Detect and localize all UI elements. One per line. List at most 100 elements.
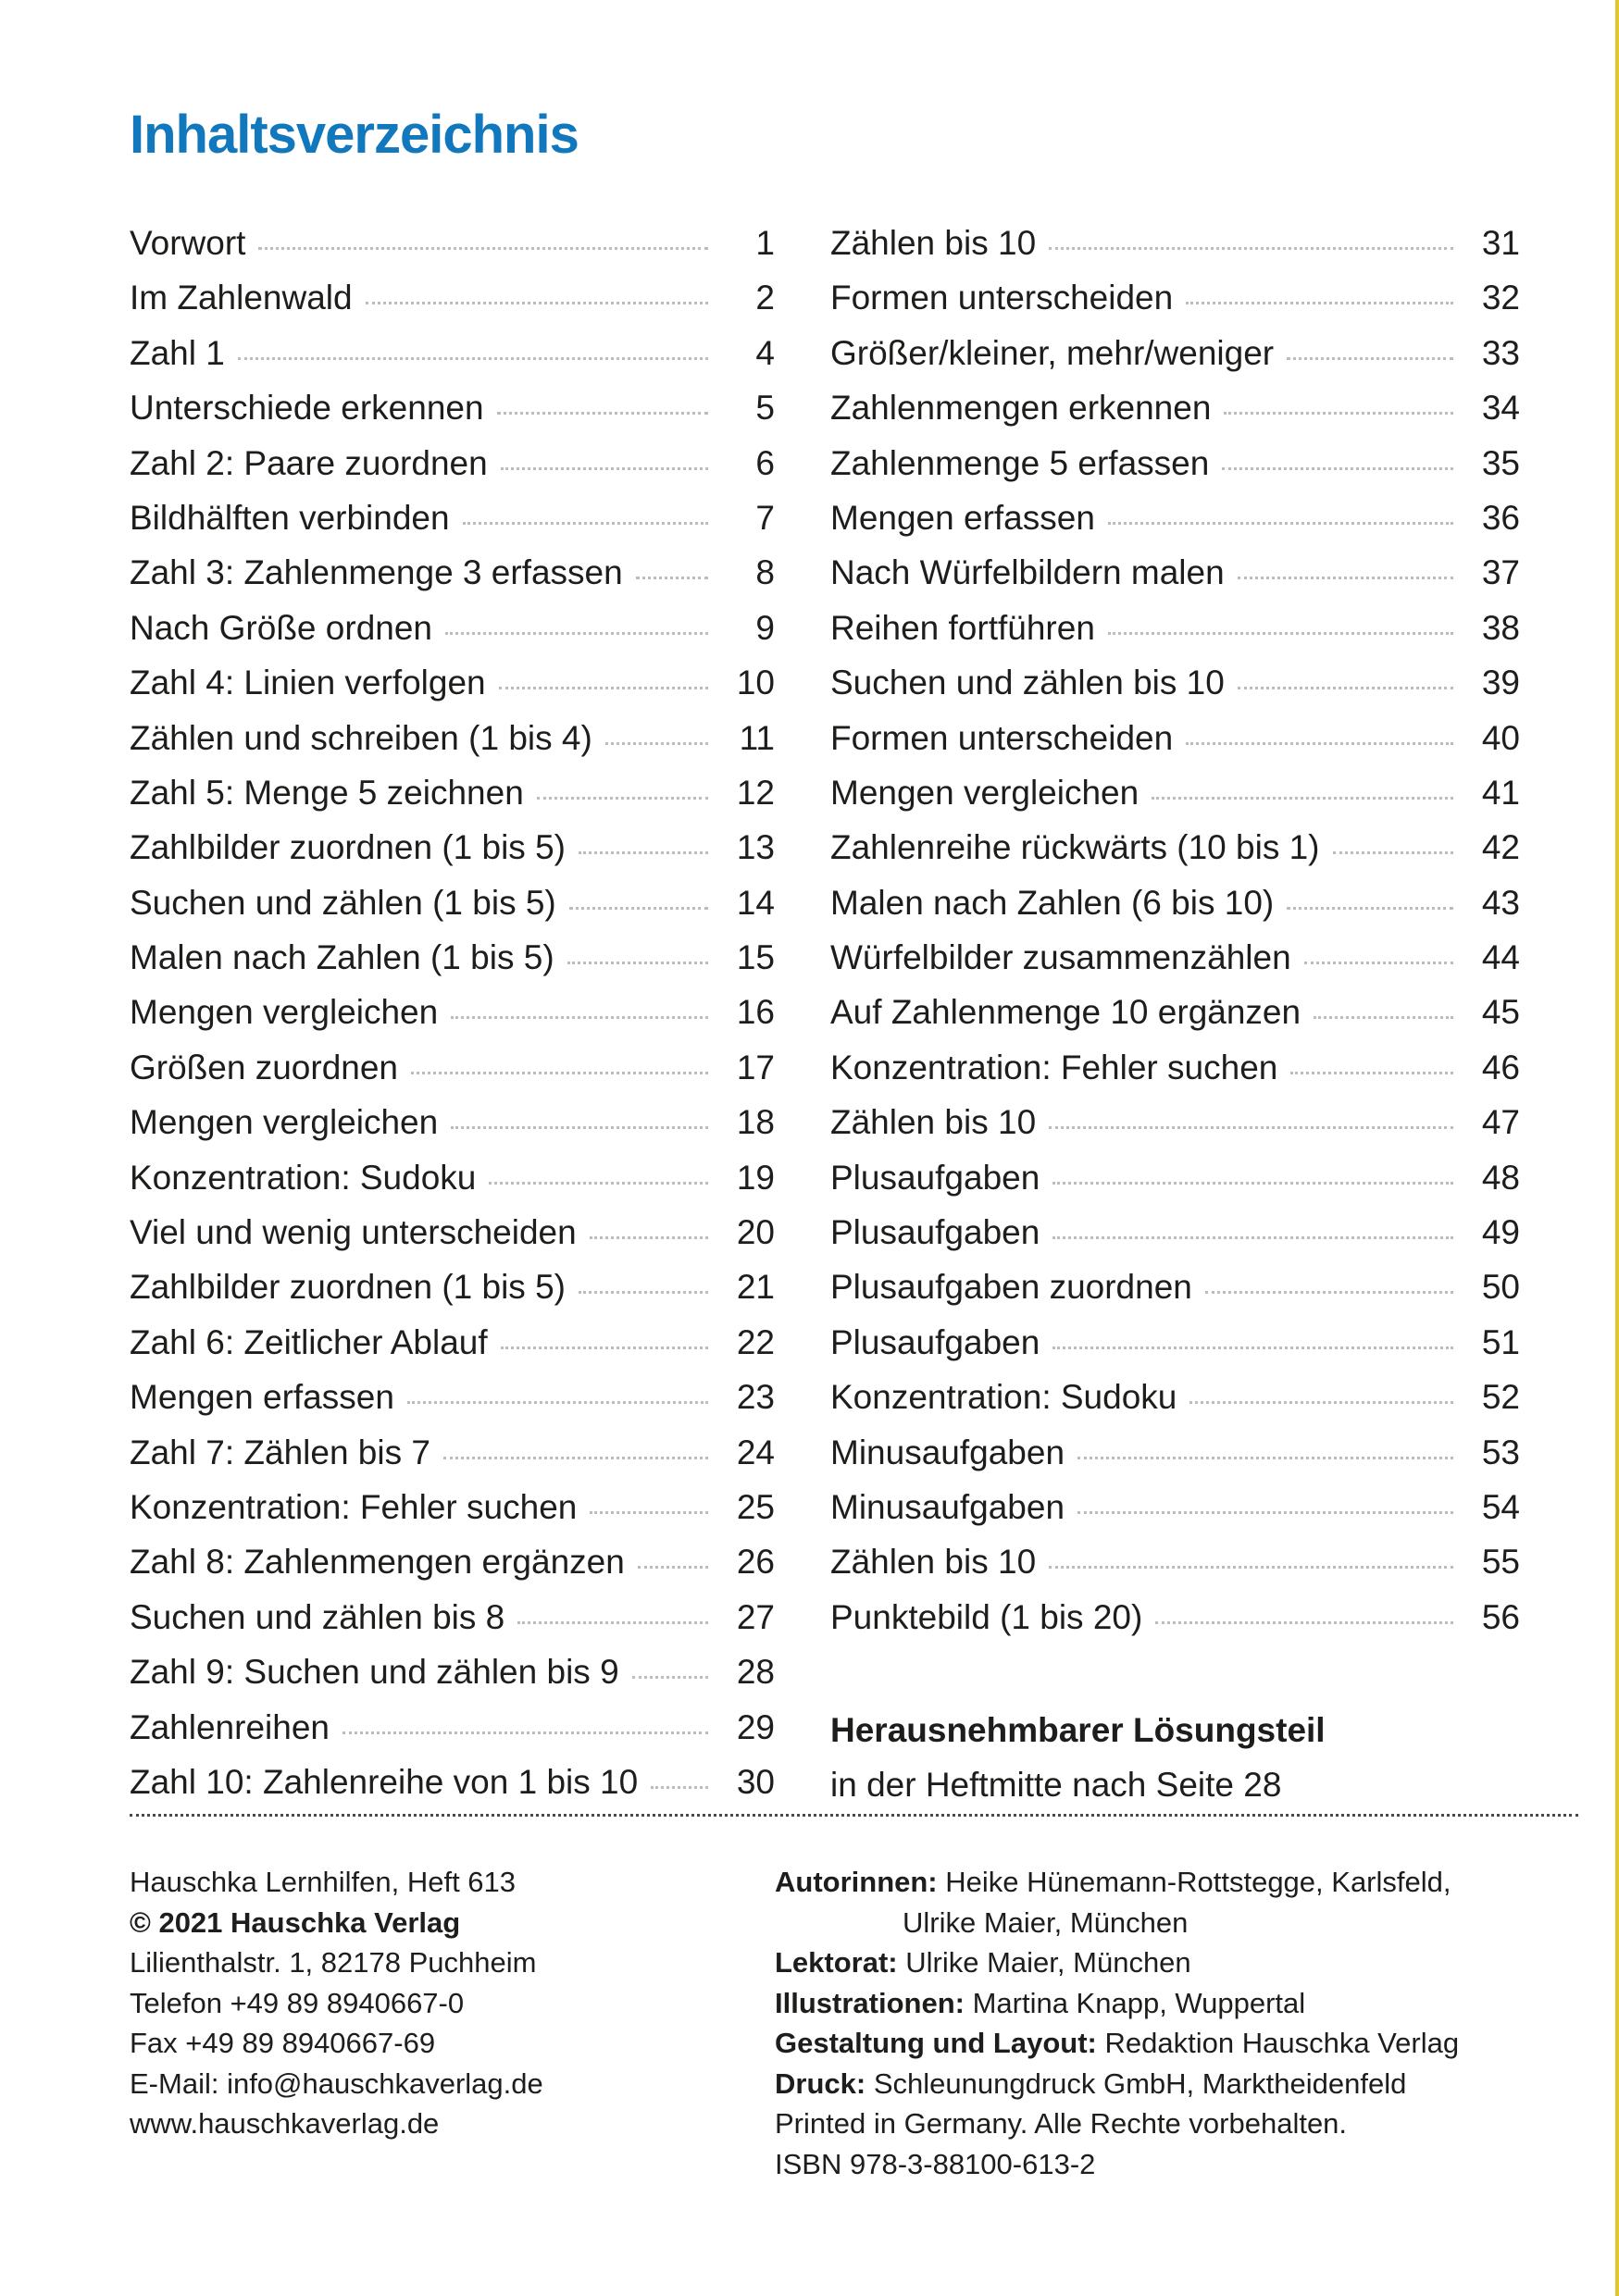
toc-entry-label: Nach Würfelbildern malen [830,553,1225,592]
toc-entry: Konzentration: Fehler suchen 25 [130,1488,775,1543]
imprint-credit-label: Autorinnen: [775,1866,938,1898]
imprint-credit-text: Martina Knapp, Wuppertal [972,1986,1306,2019]
leader-dots [637,1566,708,1570]
toc-entry-page: 32 [1481,279,1520,317]
toc-entry-label: Mengen vergleichen [130,993,439,1032]
imprint-publisher-line: Telefon +49 89 8940667-0 [130,1986,465,2019]
toc-entry: Zahlenmenge 5 erfassen 35 [830,444,1520,499]
toc-entry: Mengen vergleichen 41 [830,774,1520,828]
leader-dots [445,631,708,635]
toc-entry-label: Zählen bis 10 [830,1543,1037,1582]
toc-entry-page: 24 [736,1433,775,1471]
toc-entry-label: Zahl 8: Zahlenmengen ergänzen [130,1543,625,1582]
imprint-credits: Autorinnen: Heike Hünemann-Rottstegge, K… [775,1862,1578,2184]
imprint-credit-text: Printed in Germany. Alle Rechte vorbehal… [775,2107,1348,2140]
leader-dots [1052,1181,1453,1185]
toc-entry-page: 20 [736,1213,775,1252]
page-edge-stripe [1615,0,1619,2296]
toc-entry: Zahl 3: Zahlenmenge 3 erfassen 8 [130,553,775,608]
imprint-credit-label: Lektorat: [775,1946,898,1979]
toc-entry-page: 34 [1481,389,1520,428]
toc-entry-label: Suchen und zählen bis 8 [130,1597,505,1636]
toc-entry-page: 33 [1481,333,1520,372]
toc-entry-page: 13 [736,828,775,867]
toc-entry: Zahl 1 4 [130,334,775,389]
toc-entry-page: 25 [736,1487,775,1526]
toc-entry-page: 46 [1481,1048,1520,1086]
toc-entry-page: 11 [739,718,775,757]
toc-entry-label: Zahl 6: Zeitlicher Ablauf [130,1322,488,1361]
toc-entry-label: Zahl 5: Menge 5 zeichnen [130,773,524,812]
toc-entry-label: Suchen und zählen bis 10 [830,664,1225,702]
toc-entry-label: Konzentration: Fehler suchen [830,1048,1278,1086]
toc-entry-label: Würfelbilder zusammenzählen [830,938,1291,977]
leader-dots [500,1346,708,1349]
toc-entry-page: 19 [736,1158,775,1197]
toc-entry-label: Mengen vergleichen [130,1103,439,1142]
toc-entry-page: 27 [736,1597,775,1636]
toc-entry-label: Zahl 3: Zahlenmenge 3 erfassen [130,553,623,592]
toc-entry-page: 14 [736,883,775,922]
toc-entry-label: Mengen erfassen [830,498,1095,537]
toc-entry-label: Minusaufgaben [830,1487,1065,1526]
imprint-publisher-line: E-Mail: info@hauschkaverlag.de [130,2066,543,2100]
toc-entry: Bildhälften verbinden 7 [130,499,775,553]
imprint-credit-text: Ulrike Maier, München [905,1946,1191,1979]
toc-entry-label: Plusaufgaben zuordnen [830,1268,1192,1307]
leader-dots [451,1126,708,1130]
imprint-credits-line: Ulrike Maier, München [775,1903,1578,1943]
toc-entry-label: Formen unterscheiden [830,718,1174,757]
toc-entry: Zählen bis 10 55 [830,1543,1520,1597]
toc-entry: Zählen und schreiben (1 bis 4) 11 [130,719,775,774]
toc-entry-label: Zahl 1 [130,333,225,372]
toc-entry-label: Zählen und schreiben (1 bis 4) [130,718,592,757]
imprint-credits-line: Druck: Schleunungdruck GmbH, Marktheiden… [775,2064,1578,2104]
toc-entry: Auf Zahlenmenge 10 ergänzen 45 [830,993,1520,1048]
imprint-publisher-line: www.hauschkaverlag.de [130,2107,440,2140]
leader-dots [1052,1346,1453,1349]
toc-entry-label: Zahlbilder zuordnen (1 bis 5) [130,828,566,867]
dotted-divider [130,1814,1578,1817]
imprint-credit-label: Illustrationen: [775,1986,965,2019]
toc-entry-page: 28 [736,1653,775,1692]
leader-dots [1052,1236,1453,1240]
toc-entry-page: 29 [736,1707,775,1746]
toc-entry: Im Zahlenwald 2 [130,279,775,333]
toc-entry-label: Malen nach Zahlen (1 bis 5) [130,938,554,977]
toc-entry-page: 22 [736,1322,775,1361]
toc-entry-label: Zahl 4: Linien verfolgen [130,664,486,702]
toc-entry-page: 48 [1481,1158,1520,1197]
toc-entry-page: 35 [1481,443,1520,482]
toc-entry-label: Punktebild (1 bis 20) [830,1597,1143,1636]
leader-dots [1107,631,1453,635]
leader-dots [1290,1071,1453,1074]
toc-entry: Konzentration: Fehler suchen 46 [830,1049,1520,1103]
imprint-credit-text: Heike Hünemann-Rottstegge, Karlsfeld, [945,1866,1451,1898]
toc-entry-page: 56 [1481,1597,1520,1636]
leader-dots [496,412,708,416]
imprint-credits-line: Lektorat: Ulrike Maier, München [775,1942,1578,1983]
toc-entry-label: Zählen bis 10 [830,224,1037,262]
toc-entry: Zahl 8: Zahlenmengen ergänzen 26 [130,1543,775,1597]
toc-entry: Unterschiede erkennen 5 [130,389,775,443]
toc-entry: Zahl 5: Menge 5 zeichnen 12 [130,774,775,828]
leader-dots [462,521,708,525]
toc-entry-label: Zahl 9: Suchen und zählen bis 9 [130,1653,619,1692]
toc-entry-page: 9 [755,608,775,647]
leader-dots [1049,1126,1453,1130]
leader-dots [1155,1620,1453,1624]
toc-entry-page: 2 [755,279,775,317]
imprint-credits-line: Gestaltung und Layout: Redaktion Hauschk… [775,2023,1578,2064]
toc-entry-page: 51 [1481,1322,1520,1361]
toc-entry-page: 54 [1481,1487,1520,1526]
leader-dots [578,851,708,855]
toc-entry-page: 18 [736,1103,775,1142]
leader-dots [1186,741,1453,745]
toc-entry-page: 26 [736,1543,775,1582]
toc-entry-label: Mengen vergleichen [830,773,1140,812]
toc-entry: Würfelbilder zusammenzählen 44 [830,938,1520,993]
toc-entry-label: Plusaufgaben [830,1213,1040,1252]
leader-dots [1303,962,1453,965]
toc-entry: Plusaufgaben 49 [830,1213,1520,1268]
toc-entry: Plusaufgaben zuordnen 50 [830,1268,1520,1322]
